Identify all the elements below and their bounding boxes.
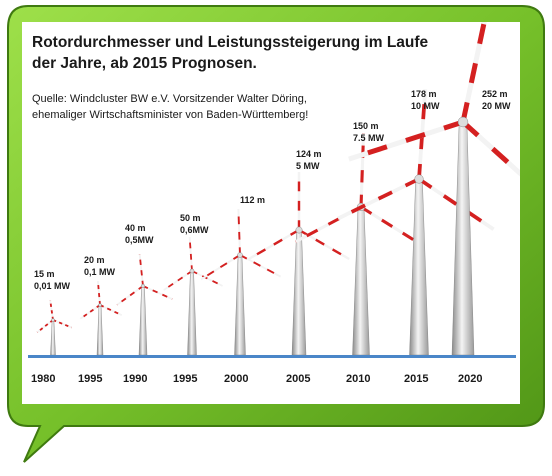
turbine-2 <box>79 281 123 356</box>
rotor-blade-base <box>359 132 366 208</box>
ground-line <box>28 355 516 358</box>
turbine-4 <box>163 237 223 356</box>
rotor-blade-base <box>52 319 72 329</box>
turbine-diameter: 40 m <box>125 223 146 233</box>
turbine-diameter: 252 m <box>482 89 508 99</box>
year-label-7: 2010 <box>346 373 371 385</box>
turbine-diameter: 20 m <box>84 255 105 265</box>
rotor-blade <box>337 177 420 221</box>
turbine-tower <box>50 319 56 356</box>
rotor-blade <box>237 208 241 256</box>
turbine-tower <box>409 178 429 356</box>
rotor-blade <box>188 237 193 272</box>
diagram-card: Rotordurchmesser und Leistungssteigerung… <box>22 22 520 404</box>
turbine-power: 0,6MW <box>180 225 209 235</box>
turbine-1 <box>36 300 72 356</box>
rotor-hub <box>140 283 146 289</box>
rotor-blade <box>200 254 241 281</box>
rotor-blade <box>248 228 300 261</box>
rotor-blade <box>79 304 101 320</box>
rotor-hub <box>457 116 469 128</box>
year-label-6: 2005 <box>286 373 311 385</box>
turbine-diameter: 15 m <box>34 269 55 279</box>
rotor-blade-base <box>138 254 144 287</box>
source-line-1: Quelle: Windcluster BW e.V. Vorsitzender… <box>32 93 307 105</box>
turbine-tower <box>234 254 246 356</box>
turbine-power: 10 MW <box>411 101 440 111</box>
source-note: Quelle: Windcluster BW e.V. Vorsitzender… <box>32 91 512 123</box>
turbine-power: 20 MW <box>482 101 511 111</box>
year-label-3: 1990 <box>123 373 148 385</box>
turbine-power: 5 MW <box>296 161 320 171</box>
turbine-diameter: 112 m <box>240 195 266 205</box>
turbine-tower <box>291 229 307 356</box>
turbine-tower <box>96 304 104 356</box>
turbine-label-3: 40 m 0,5MW <box>125 222 154 246</box>
turbine-label-8: 178 m 10 MW <box>411 88 440 112</box>
rotor-blade-base <box>99 304 123 316</box>
turbine-5 <box>200 208 282 356</box>
turbine-label-4: 50 m 0,6MW <box>180 212 209 236</box>
turbine-label-2: 20 m 0,1 MW <box>84 254 115 278</box>
title-line-1: Rotordurchmesser und Leistungssteigerung… <box>32 34 429 51</box>
turbine-9 <box>348 22 520 356</box>
year-label-2: 1995 <box>78 373 103 385</box>
rotor-blade-base <box>116 285 144 306</box>
turbine-label-9: 252 m 20 MW <box>482 88 511 112</box>
turbine-tower <box>352 206 370 356</box>
turbine-tower <box>138 285 148 356</box>
rotor-hub <box>414 174 424 184</box>
turbine-diameter: 50 m <box>180 213 201 223</box>
rotor-hub <box>295 226 303 234</box>
turbine-power: 0,01 MW <box>34 281 71 291</box>
rotor-hub <box>98 303 102 307</box>
turbine-8 <box>337 89 495 356</box>
rotor-hub <box>51 318 55 322</box>
turbine-power: 0,5MW <box>125 235 154 245</box>
rotor-hub <box>189 268 195 274</box>
turbine-illustration <box>28 22 520 358</box>
rotor-hub <box>237 252 243 258</box>
rotor-blade <box>239 254 282 278</box>
turbine-label-7: 150 m 7.5 MW <box>353 120 384 144</box>
rotor-blade <box>460 22 487 123</box>
rotor-blade-base <box>49 300 54 321</box>
turbine-tower <box>451 121 475 356</box>
year-label-8: 2015 <box>404 373 429 385</box>
turbine-3 <box>116 254 173 356</box>
turbine-diameter: 150 m <box>353 121 379 131</box>
title-line-2: der Jahre, ab 2015 Prognosen. <box>32 55 257 72</box>
rotor-blade <box>348 119 464 162</box>
turbine-label-1: 15 m 0,01 MW <box>34 268 70 292</box>
rotor-blade-base <box>36 319 54 334</box>
year-label-1: 1980 <box>31 373 56 385</box>
rotor-blade-base <box>142 285 173 300</box>
year-label-9: 2020 <box>458 373 483 385</box>
page-title: Rotordurchmesser und Leistungssteigerung… <box>32 32 512 74</box>
turbine-power: 0,1 MW <box>84 267 116 277</box>
rotor-blade <box>191 270 223 287</box>
turbine-diameter: 124 m <box>296 149 322 159</box>
rotor-blade <box>461 120 520 177</box>
source-line-2: ehemaliger Wirtschaftsminister von Baden… <box>32 109 309 121</box>
turbine-power: 7.5 MW <box>353 133 385 143</box>
turbine-diameter: 178 m <box>411 89 437 99</box>
rotor-blade <box>163 270 193 291</box>
rotor-blade-base <box>461 120 520 177</box>
year-label-5: 2000 <box>224 373 249 385</box>
rotor-blade <box>97 281 101 306</box>
turbine-label-5: 112 m <box>240 194 265 206</box>
year-label-4: 1995 <box>173 373 198 385</box>
rotor-blade <box>417 177 495 231</box>
rotor-blade-base <box>360 205 425 248</box>
turbine-tower <box>187 270 197 356</box>
turbine-label-6: 124 m 5 MW <box>296 148 322 172</box>
